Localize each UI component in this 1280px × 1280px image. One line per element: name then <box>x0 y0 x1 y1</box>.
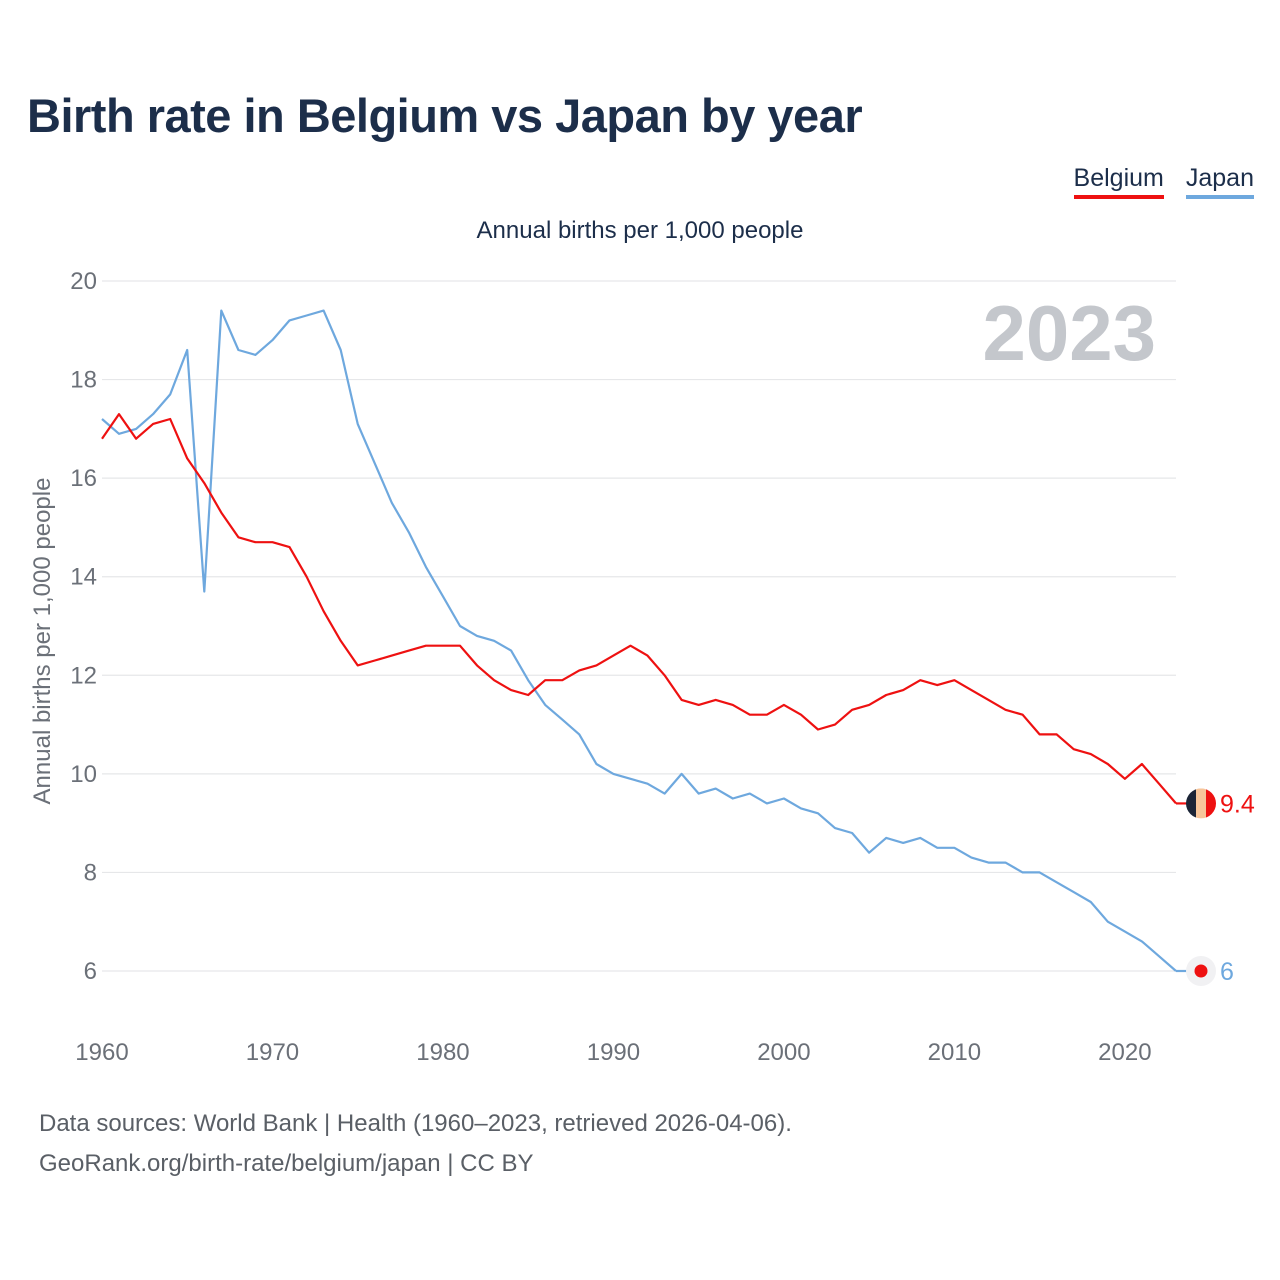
data-sources: Data sources: World Bank | Health (1960–… <box>39 1110 792 1137</box>
credit-link[interactable]: GeoRank.org/birth-rate/belgium/japan | C… <box>39 1150 534 1177</box>
y-tick-label: 18 <box>70 367 97 394</box>
y-axis-label: Annual births per 1,000 people <box>29 478 56 805</box>
end-label-belgium: 9.4 <box>1220 790 1255 818</box>
grid-lines <box>102 280 1176 972</box>
x-tick-label: 2000 <box>757 1039 810 1066</box>
end-markers: 9.46 <box>1186 788 1255 986</box>
end-label-japan: 6 <box>1220 958 1234 986</box>
chart-title: Birth rate in Belgium vs Japan by year <box>27 89 863 142</box>
y-tick-labels: 6 8 10 12 14 16 18 20 <box>70 268 97 985</box>
chart-subtitle: Annual births per 1,000 people <box>476 217 804 244</box>
legend: Belgium Japan <box>1073 164 1254 199</box>
y-tick-label: 12 <box>70 662 97 689</box>
series-line-japan[interactable] <box>101 309 1177 972</box>
legend-item-japan[interactable]: Japan <box>1185 164 1254 199</box>
y-tick-label: 16 <box>70 465 97 492</box>
y-tick-label: 6 <box>84 958 97 985</box>
japan-flag-icon <box>1186 956 1216 986</box>
footer: Data sources: World Bank | Health (1960–… <box>39 1104 792 1184</box>
y-tick-label: 8 <box>84 859 97 886</box>
x-tick-label: 2020 <box>1098 1039 1151 1066</box>
belgium-flag-icon <box>1186 788 1216 819</box>
x-tick-label: 1970 <box>246 1039 299 1066</box>
x-tick-label: 1980 <box>416 1039 469 1066</box>
x-tick-labels: 1960 1970 1980 1990 2000 2010 2020 <box>75 1039 1151 1066</box>
legend-item-belgium[interactable]: Belgium <box>1073 164 1164 199</box>
x-tick-label: 1990 <box>587 1039 640 1066</box>
line-chart: 6 8 10 12 14 16 18 20 1960 1970 1980 1990 2000 2010 2… <box>29 268 1255 1066</box>
y-tick-label: 20 <box>70 268 97 295</box>
y-tick-label: 14 <box>70 564 97 591</box>
series-line-belgium[interactable] <box>101 413 1177 805</box>
y-tick-label: 10 <box>70 761 97 788</box>
x-tick-label: 1960 <box>75 1039 128 1066</box>
x-tick-label: 2010 <box>928 1039 981 1066</box>
current-year-label: 2023 <box>982 289 1156 377</box>
